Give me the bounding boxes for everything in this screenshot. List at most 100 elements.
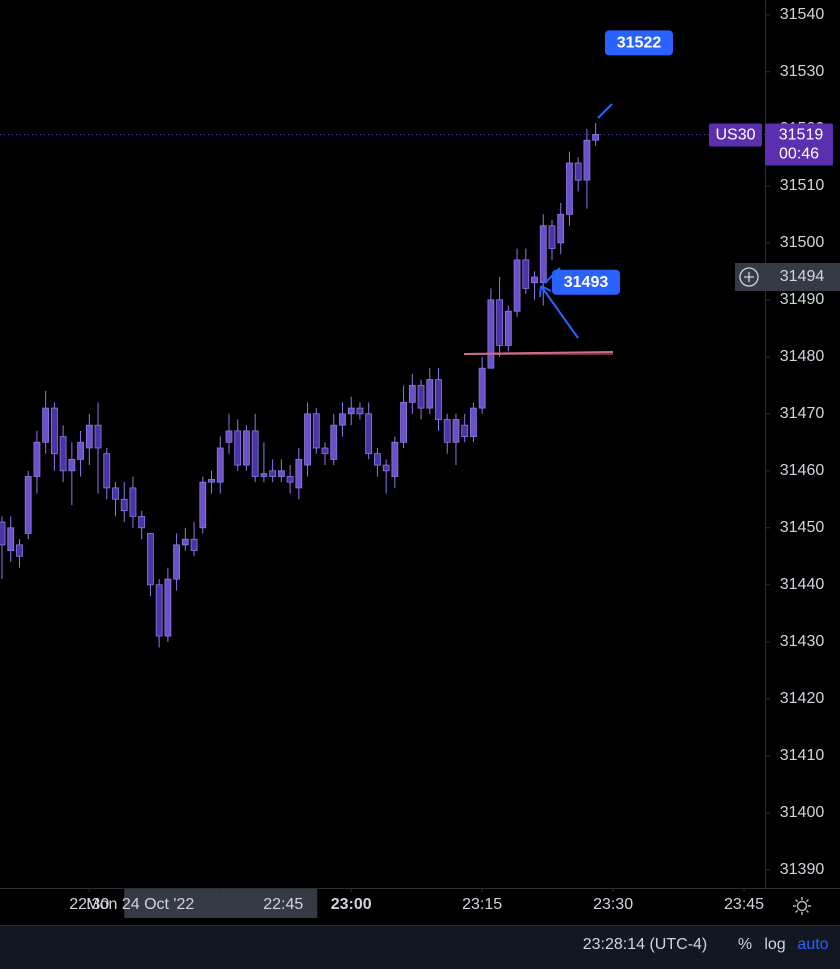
candle-body xyxy=(365,413,373,455)
candle-body xyxy=(33,441,41,477)
candle-body xyxy=(452,419,460,443)
callout-box xyxy=(605,30,673,56)
x-tick-label: 23:15 xyxy=(462,896,502,913)
candle-body xyxy=(147,533,154,586)
candle-body xyxy=(103,453,111,489)
candle-body xyxy=(24,476,32,534)
candle-body xyxy=(373,453,381,466)
candle-body xyxy=(155,584,163,637)
candle-body xyxy=(461,424,469,437)
candle-body xyxy=(522,259,530,289)
candle-body xyxy=(513,259,521,312)
y-tick-label: 31430 xyxy=(780,633,825,650)
y-tick-label: 31420 xyxy=(780,690,825,707)
candle-body xyxy=(312,413,320,449)
candle-body xyxy=(504,310,512,346)
candle-body xyxy=(181,538,189,546)
x-tick-label: 23:45 xyxy=(724,896,764,913)
candle-body xyxy=(478,367,486,409)
log-toggle[interactable]: log xyxy=(764,936,785,953)
crosshair-date: Mon 24 Oct '22 xyxy=(86,896,194,913)
candle-body xyxy=(94,424,102,449)
candle-body xyxy=(42,407,50,443)
candle-body xyxy=(7,527,15,551)
clock: 23:28:14 (UTC-4) xyxy=(583,936,708,953)
symbol-label: US30 xyxy=(715,127,755,144)
plot-area xyxy=(0,123,765,648)
candle-body xyxy=(382,464,390,472)
candle-body xyxy=(426,379,434,409)
y-tick-label: 31530 xyxy=(780,63,825,80)
candle-body xyxy=(286,476,294,483)
candle-body xyxy=(16,544,23,557)
candle-body xyxy=(173,544,181,580)
y-tick-label: 31470 xyxy=(780,405,825,422)
candle-body xyxy=(304,413,311,466)
callout-box xyxy=(552,269,620,295)
candle-body xyxy=(295,458,303,489)
candle-body xyxy=(85,424,93,449)
candle-body xyxy=(339,413,346,426)
candle-body xyxy=(566,162,573,215)
crosshair-time-box xyxy=(124,889,318,918)
candle-body xyxy=(59,436,67,472)
y-tick-label: 31540 xyxy=(780,6,825,23)
y-tick-label: 31490 xyxy=(780,291,825,308)
arrow-drawing xyxy=(540,285,579,339)
candle-body xyxy=(225,430,233,443)
percent-toggle[interactable]: % xyxy=(738,936,752,953)
candle-body xyxy=(592,134,600,141)
candle-body xyxy=(112,487,119,500)
x-tick-label: 23:00 xyxy=(331,896,372,913)
candle-body xyxy=(574,162,582,181)
auto-toggle[interactable]: auto xyxy=(797,936,828,953)
last-price-box xyxy=(765,123,833,166)
status-bar xyxy=(0,925,840,969)
candle-body xyxy=(199,481,207,529)
candle-body xyxy=(138,515,146,529)
candle-body xyxy=(330,424,338,460)
candle-body xyxy=(68,458,76,472)
candle-body xyxy=(208,478,215,483)
candle-body xyxy=(408,384,416,403)
x-tick-label: 22:45 xyxy=(263,896,303,913)
candle-body xyxy=(531,276,538,284)
candle-body xyxy=(496,299,504,346)
candle-body xyxy=(234,430,242,466)
candle-body xyxy=(435,379,442,420)
y-tick-label: 31440 xyxy=(780,576,825,593)
callout-label: 31493 xyxy=(564,274,609,291)
candle-body xyxy=(129,487,137,517)
candle-body xyxy=(164,578,172,637)
arrow-head xyxy=(540,285,552,292)
candle-body xyxy=(583,139,591,181)
candle-body xyxy=(243,430,250,466)
settings-icon[interactable] xyxy=(793,897,811,915)
y-tick-label: 31400 xyxy=(780,804,825,821)
crosshair-price: 31494 xyxy=(780,268,825,285)
candle-body xyxy=(347,407,355,415)
add-alert-icon[interactable] xyxy=(739,267,759,287)
callout-label: 31522 xyxy=(617,35,662,52)
symbol-box xyxy=(709,123,762,147)
x-tick-label: 23:30 xyxy=(593,896,633,913)
candle-body xyxy=(417,384,425,409)
y-tick-label: 31390 xyxy=(780,861,825,878)
candle-body xyxy=(50,407,58,455)
candle-body xyxy=(260,473,268,477)
y-tick-label: 31480 xyxy=(780,348,825,365)
y-tick-label: 31460 xyxy=(780,462,825,479)
candle-body xyxy=(443,419,451,443)
candle-body xyxy=(539,225,547,284)
add-alert-icon xyxy=(744,272,754,283)
candle-body xyxy=(216,447,224,483)
arrow-head xyxy=(539,285,542,298)
candle-body xyxy=(277,470,285,477)
y-tick-label: 31410 xyxy=(780,747,825,764)
candle-body xyxy=(190,538,198,551)
y-tick-label: 31500 xyxy=(780,234,825,251)
x-tick-label: 22:30 xyxy=(69,896,109,913)
last-price: 31519 xyxy=(779,127,824,144)
